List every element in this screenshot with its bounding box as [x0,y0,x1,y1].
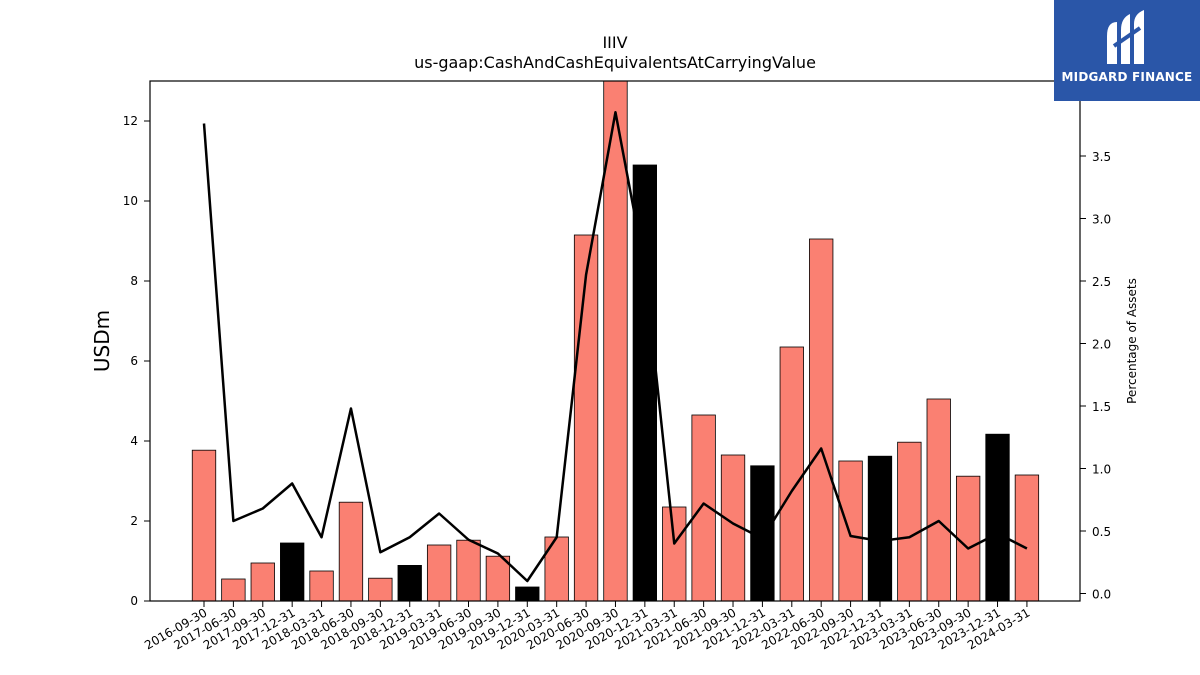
chart-subtitle: us-gaap:CashAndCashEquivalentsAtCarrying… [414,53,816,72]
bar-2023-03-31 [897,441,922,602]
bar-2022-06-30 [809,238,834,602]
y2-tick-label: 1.5 [1092,400,1111,414]
bar-2017-06-30 [221,578,246,602]
bar-2017-12-31 [280,542,305,602]
bar-2016-09-30 [191,449,217,602]
left-axis: 0 2 4 6 8 10 12 [123,114,150,608]
midgard-finance-logo: MIDGARD FINANCE [1054,0,1200,101]
percentage-of-assets-line [202,111,1028,583]
y-tick-label: 8 [130,274,138,288]
bar-2019-03-31 [426,544,452,602]
x-axis: 2016-09-302017-06-302017-09-302017-12-31… [142,601,1032,652]
y-tick-label: 2 [130,514,138,528]
bar-2024-03-31 [1014,474,1040,602]
y-tick-label: 6 [130,354,138,368]
y-tick-label: 12 [123,114,138,128]
y-tick-label: 0 [130,594,138,608]
y-axis-label: USDm [90,310,114,372]
bar-2020-06-30 [573,234,599,602]
bar-2020-03-31 [544,536,569,602]
y2-axis-label: Percentage of Assets [1125,278,1139,404]
y2-tick-label: 2.0 [1092,338,1111,352]
right-axis: 0.0 0.5 1.0 1.5 2.0 2.5 3.0 3.5 [1080,150,1111,602]
bar-series [191,80,1040,602]
bar-2019-09-30 [485,555,511,602]
midgard-m-logo-icon [1107,10,1144,64]
y2-tick-label: 3.0 [1092,213,1111,227]
y2-tick-label: 2.5 [1092,275,1111,289]
bar-2019-06-30 [456,539,481,602]
bar-2022-09-30 [838,460,863,602]
chart-title: IIIV [602,33,627,52]
bar-2019-12-31 [515,586,540,602]
bar-2018-12-31 [397,565,422,602]
bar-2023-09-30 [955,475,981,602]
brand-name: MIDGARD FINANCE [1061,70,1193,84]
y2-tick-label: 0.0 [1092,588,1111,602]
bar-2018-03-31 [309,570,334,602]
y-tick-label: 4 [130,434,138,448]
y2-tick-label: 3.5 [1092,150,1111,164]
bar-2022-03-31 [779,346,804,602]
bar-2021-03-31 [662,506,687,602]
y-tick-label: 10 [123,194,138,208]
bar-2023-06-30 [926,398,951,602]
bar-2018-06-30 [338,501,364,602]
bar-2017-09-30 [250,562,275,602]
y2-tick-label: 1.0 [1092,463,1111,477]
bar-2022-12-31 [867,455,893,602]
y2-tick-label: 0.5 [1092,525,1111,539]
bar-2023-12-31 [985,433,1010,602]
bar-2018-09-30 [368,577,393,602]
